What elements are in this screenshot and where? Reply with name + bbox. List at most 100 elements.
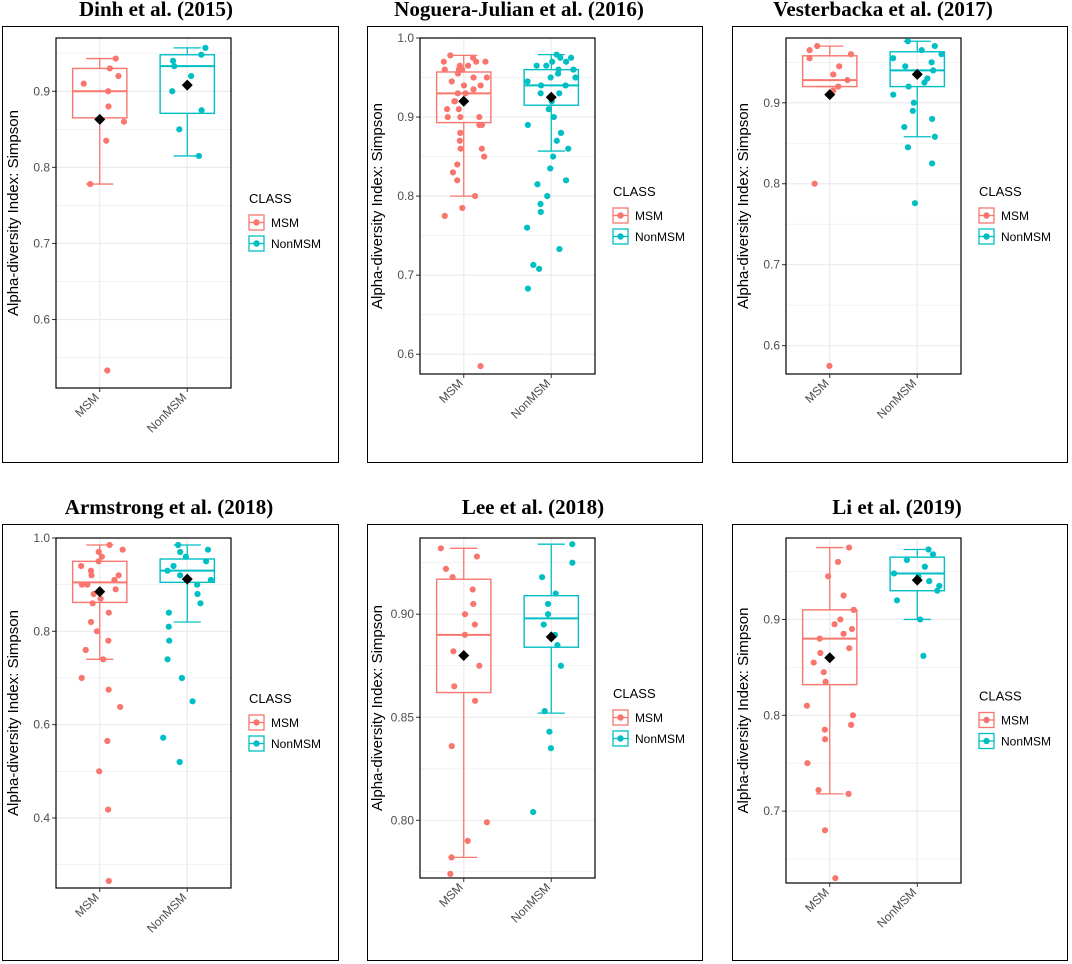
data-point — [105, 103, 112, 110]
data-point — [556, 90, 563, 97]
y-tick-label: 0.8 — [33, 160, 50, 174]
y-tick-label: 0.85 — [391, 710, 415, 724]
legend-key-point — [617, 714, 624, 721]
panel-title-noguera: Noguera-Julian et al. (2016) — [394, 0, 644, 21]
data-point — [460, 82, 468, 89]
data-point — [470, 74, 477, 81]
data-point — [821, 827, 829, 834]
x-tick-label: MSM — [802, 885, 832, 915]
data-point — [544, 193, 551, 200]
data-point — [550, 113, 557, 121]
y-tick-label: 0.9 — [33, 84, 50, 98]
mean-marker — [911, 574, 923, 586]
data-point — [557, 54, 564, 61]
data-point — [567, 54, 575, 61]
data-point — [89, 600, 96, 607]
data-point — [456, 137, 463, 144]
data-point — [893, 597, 901, 604]
data-point — [449, 169, 457, 176]
x-tick-label: NonMSM — [508, 376, 553, 421]
plot-border — [419, 537, 596, 879]
data-point — [524, 285, 532, 292]
data-point — [471, 697, 479, 704]
data-point — [105, 806, 112, 813]
data-point — [169, 88, 176, 95]
data-point — [198, 107, 205, 114]
data-point — [836, 63, 843, 70]
x-tick-label: MSM — [436, 376, 466, 406]
iqr-box — [801, 55, 858, 88]
data-point — [849, 712, 857, 719]
data-point — [911, 200, 919, 207]
data-point — [97, 595, 104, 602]
data-point — [921, 563, 928, 570]
data-point — [477, 362, 484, 370]
panel-frame-lee — [367, 524, 703, 961]
x-tick-label: NonMSM — [874, 885, 919, 930]
mean-marker — [545, 91, 557, 103]
data-point — [177, 548, 184, 556]
data-point — [543, 62, 550, 69]
data-point — [451, 683, 458, 690]
data-point — [524, 78, 531, 85]
data-point — [437, 545, 444, 552]
data-point — [454, 161, 461, 168]
data-point — [556, 245, 563, 253]
legend-key-point — [617, 735, 624, 742]
y-tick-label: 0.8 — [763, 708, 780, 722]
box-msm — [801, 42, 858, 370]
data-point — [815, 786, 822, 794]
data-point — [197, 600, 204, 607]
y-tick-label: 0.9 — [397, 110, 414, 124]
data-point — [817, 649, 824, 657]
legend-key-point — [253, 719, 260, 726]
panel-1: 0.6 0.7 0.8 0.9 1.0 MSM NonMSM Alpha-diversity … — [369, 31, 685, 421]
iqr-box — [159, 54, 216, 115]
legend: CLASS MSM NonMSM — [978, 689, 1051, 750]
data-point — [105, 686, 112, 693]
legend-label-msm: MSM — [271, 716, 299, 730]
legend: CLASS MSM NonMSM — [248, 191, 321, 252]
y-tick-label: 0.8 — [33, 624, 50, 638]
legend-label-nonmsm: NonMSM — [635, 230, 685, 244]
data-point — [478, 145, 485, 152]
data-point — [524, 224, 531, 231]
data-point — [821, 726, 828, 733]
box-msm — [435, 52, 492, 370]
legend-key-point — [253, 219, 260, 226]
y-tick-label: 0.6 — [33, 718, 50, 732]
data-point — [80, 80, 87, 87]
data-point — [457, 129, 464, 136]
box-nonmsm — [523, 51, 580, 292]
data-point — [830, 71, 837, 78]
legend-label-msm: MSM — [635, 711, 663, 725]
y-tick-label: 0.7 — [397, 268, 414, 282]
y-tick-label: 0.7 — [763, 804, 780, 818]
y-tick-label: 0.8 — [763, 177, 780, 191]
y-tick-label: 0.9 — [763, 612, 780, 626]
data-point — [96, 768, 103, 775]
legend-label-nonmsm: NonMSM — [271, 237, 321, 251]
data-point — [204, 546, 212, 553]
data-point — [832, 875, 839, 882]
data-point — [533, 62, 540, 69]
mean-marker — [458, 95, 470, 107]
box-nonmsm — [889, 546, 946, 659]
legend-title: CLASS — [613, 184, 656, 199]
data-point — [457, 113, 464, 121]
data-point — [840, 630, 847, 637]
data-point — [545, 106, 552, 113]
data-point — [483, 819, 490, 826]
legend-key-point — [617, 233, 624, 240]
data-point — [477, 82, 484, 89]
y-tick-label: 0.6 — [33, 313, 50, 327]
data-point — [848, 625, 856, 633]
data-point — [909, 107, 916, 114]
data-point — [481, 153, 488, 160]
data-point — [806, 47, 813, 54]
legend: CLASS MSM NonMSM — [612, 686, 685, 747]
legend: CLASS MSM NonMSM — [978, 184, 1051, 245]
x-tick-label: NonMSM — [508, 880, 553, 925]
data-point — [540, 621, 547, 628]
data-point — [547, 165, 554, 172]
